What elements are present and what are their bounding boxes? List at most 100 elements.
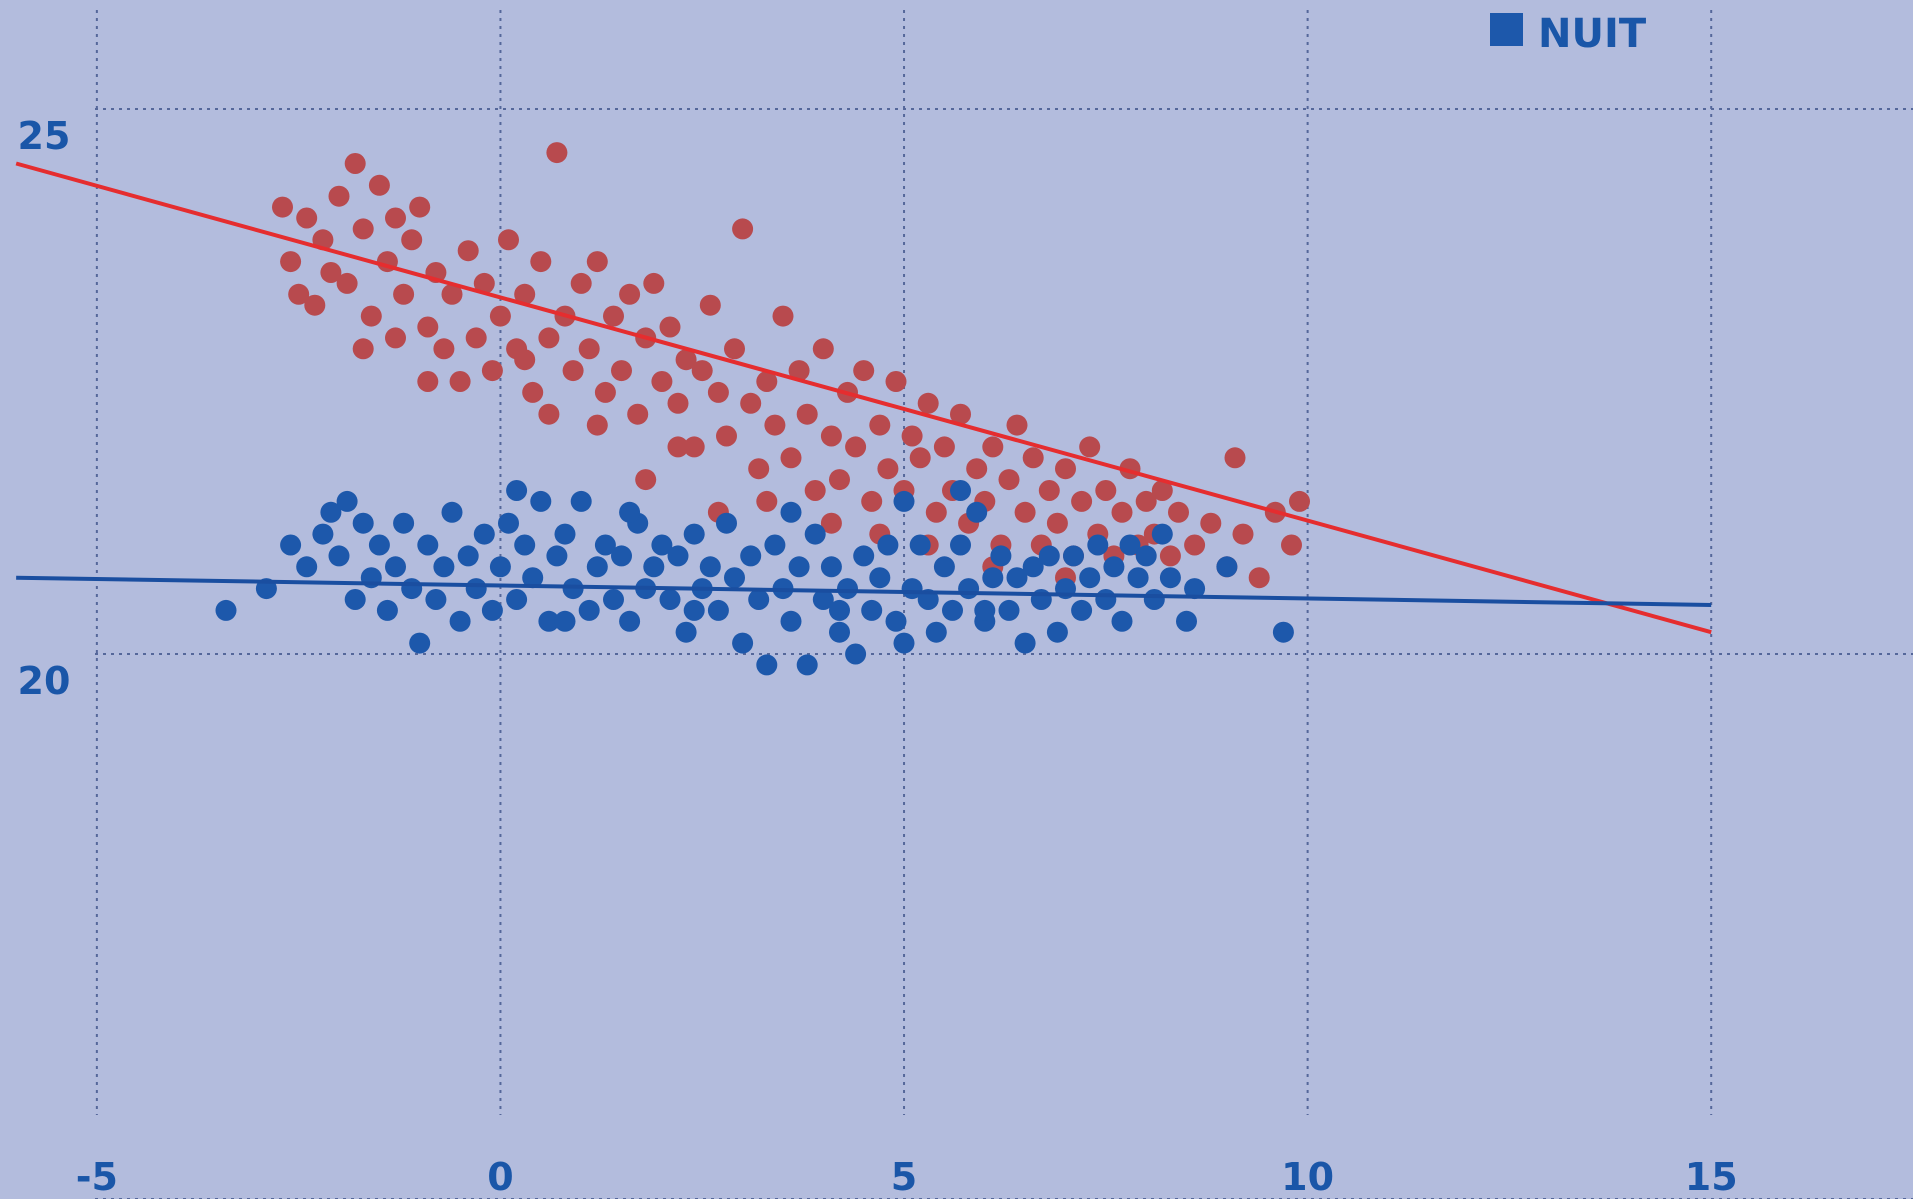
data-point-jour <box>756 490 778 512</box>
data-point-nuit <box>336 490 358 512</box>
data-point-nuit <box>707 599 729 621</box>
data-point-nuit <box>1272 621 1294 643</box>
data-point-nuit <box>433 556 455 578</box>
data-point-jour <box>296 207 318 229</box>
data-point-nuit <box>522 567 544 589</box>
data-point-nuit <box>530 490 552 512</box>
data-point-jour <box>1224 447 1246 469</box>
data-point-jour <box>1111 501 1133 523</box>
data-point-nuit <box>942 599 963 621</box>
data-point-jour <box>489 305 511 327</box>
data-point-nuit <box>473 523 495 545</box>
data-point-jour <box>780 447 802 469</box>
data-point-nuit <box>877 534 899 556</box>
data-point-nuit <box>1038 545 1060 567</box>
data-point-nuit <box>804 523 826 545</box>
data-point-jour <box>659 316 681 338</box>
data-point-jour <box>1184 534 1206 556</box>
data-point-nuit <box>861 599 883 621</box>
data-point-jour <box>716 425 737 447</box>
legend: NUIT <box>1490 11 1647 57</box>
data-point-nuit <box>724 567 745 589</box>
data-point-nuit <box>619 610 641 632</box>
data-point-jour <box>1159 545 1181 567</box>
data-point-nuit <box>1135 545 1157 567</box>
y-axis-tick-labels: 15 20 25 <box>18 114 71 703</box>
data-point-jour <box>901 425 923 447</box>
data-point-nuit <box>643 556 665 578</box>
data-point-jour <box>457 240 479 262</box>
data-point-nuit <box>1151 523 1173 545</box>
series-jour <box>272 142 1310 589</box>
data-point-nuit <box>651 534 673 556</box>
data-point-nuit <box>909 534 931 556</box>
data-point-jour <box>473 272 495 294</box>
data-point-nuit <box>1079 567 1101 589</box>
data-point-jour <box>707 381 729 403</box>
data-point-nuit <box>1022 556 1044 578</box>
data-point-nuit <box>974 599 996 621</box>
data-point-jour <box>1200 512 1222 534</box>
data-point-nuit <box>425 589 447 610</box>
x-tick-label: 0 <box>487 1155 513 1199</box>
data-point-nuit <box>764 534 786 556</box>
data-point-jour <box>885 371 907 392</box>
data-point-jour <box>724 338 745 360</box>
data-point-jour <box>538 327 560 349</box>
data-point-nuit <box>538 610 560 632</box>
data-point-jour <box>352 218 374 240</box>
data-point-jour <box>538 403 560 425</box>
data-point-nuit <box>675 621 697 643</box>
data-point-nuit <box>344 589 366 610</box>
data-point-jour <box>272 196 293 218</box>
data-point-jour <box>667 392 689 414</box>
data-point-nuit <box>893 632 915 654</box>
data-point-jour <box>1151 480 1173 501</box>
data-point-nuit <box>385 556 406 578</box>
data-point-jour <box>546 142 568 164</box>
data-point-nuit <box>885 610 907 632</box>
data-point-jour <box>966 458 988 480</box>
data-point-jour <box>683 436 705 458</box>
data-point-nuit <box>498 512 519 534</box>
x-tick-label: 5 <box>891 1155 917 1199</box>
data-point-jour <box>667 436 689 458</box>
trend-lines <box>15 161 1712 635</box>
data-point-nuit <box>312 523 334 545</box>
data-point-jour <box>578 338 600 360</box>
data-point-nuit <box>1071 599 1093 621</box>
data-point-jour <box>877 458 899 480</box>
data-point-jour <box>586 251 608 273</box>
data-point-jour <box>344 153 366 174</box>
data-point-nuit <box>320 501 342 523</box>
series-nuit <box>215 480 1294 676</box>
data-point-jour <box>1168 501 1189 523</box>
data-point-nuit <box>506 589 528 610</box>
data-point-jour <box>409 196 431 218</box>
data-point-nuit <box>950 534 971 556</box>
data-point-nuit <box>409 632 431 654</box>
data-point-nuit <box>893 490 915 512</box>
data-point-nuit <box>933 556 955 578</box>
data-point-jour <box>643 272 665 294</box>
data-point-jour <box>1071 490 1093 512</box>
data-point-jour <box>804 480 826 501</box>
data-point-nuit <box>732 632 754 654</box>
data-point-jour <box>925 501 947 523</box>
data-point-jour <box>562 360 584 382</box>
data-point-nuit <box>950 480 971 501</box>
data-point-nuit <box>845 643 867 665</box>
data-point-jour <box>619 283 641 305</box>
data-point-nuit <box>1184 578 1206 600</box>
data-point-nuit <box>417 534 439 556</box>
data-point-nuit <box>546 545 568 567</box>
data-point-nuit <box>780 501 802 523</box>
data-point-jour <box>433 338 455 360</box>
x-tick-label: 10 <box>1281 1155 1334 1199</box>
data-point-nuit <box>611 545 632 567</box>
data-point-jour <box>498 229 519 251</box>
data-point-jour <box>950 403 971 425</box>
data-point-jour <box>909 447 931 469</box>
data-point-nuit <box>788 556 810 578</box>
